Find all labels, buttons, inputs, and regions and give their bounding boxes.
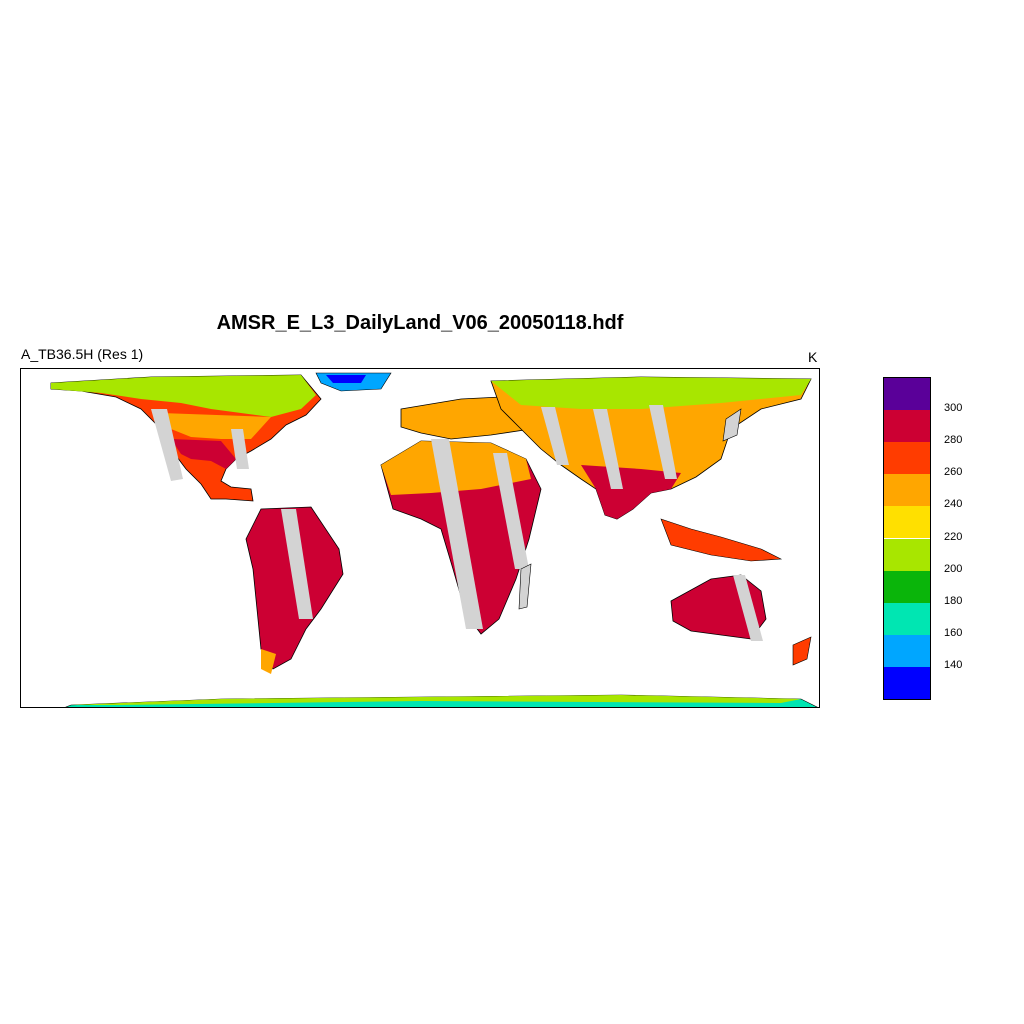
north-america — [50, 372, 392, 502]
world-map — [50, 372, 818, 707]
japan — [722, 408, 742, 442]
madagascar — [518, 563, 532, 610]
greenland-ice — [326, 375, 366, 383]
africa-gap-2 — [493, 453, 529, 569]
colorbar-tick-label: 160 — [944, 626, 963, 639]
colorbar-box — [884, 570, 930, 603]
asia-gap-3 — [649, 405, 677, 479]
colorbar-tick-label: 260 — [944, 466, 963, 479]
colorbar-tick-label: 140 — [944, 658, 963, 671]
colorbar — [883, 377, 931, 700]
north-america-north — [51, 375, 316, 417]
colorbar-box — [884, 634, 930, 667]
colorbar-tick-label: 240 — [944, 498, 963, 511]
south-america-gap — [281, 509, 313, 619]
asia-gap-2 — [593, 409, 623, 489]
australia — [670, 574, 812, 666]
asia-gap — [541, 407, 569, 465]
colorbar-box — [884, 666, 930, 699]
south-america — [245, 506, 344, 674]
map-panel — [20, 368, 820, 708]
southeast-asia — [660, 518, 783, 562]
colorbar-box — [884, 538, 930, 571]
asia-north — [491, 377, 811, 409]
colorbar-tick-label: 200 — [944, 562, 963, 575]
north-america-gap — [151, 409, 183, 481]
colorbar-box — [884, 442, 930, 475]
colorbar-tick-label: 220 — [944, 530, 963, 543]
australia-gap — [733, 575, 763, 641]
africa-gap — [431, 439, 483, 629]
colorbar-tick-label: 180 — [944, 594, 963, 607]
asia-south — [581, 465, 681, 519]
antarctica — [65, 694, 818, 707]
colorbar-box — [884, 378, 930, 411]
variable-label: A_TB36.5H (Res 1) — [21, 346, 144, 362]
colorbar-tick-label: 300 — [944, 402, 963, 415]
colorbar-tick-label: 280 — [944, 434, 963, 447]
units-label: K — [808, 349, 818, 365]
colorbar-box — [884, 506, 930, 539]
south-america-tip — [261, 649, 276, 674]
map-title: AMSR_E_L3_DailyLand_V06_20050118.hdf — [216, 312, 624, 334]
colorbar-box — [884, 602, 930, 635]
north-america-gap-2 — [231, 429, 249, 469]
north-america-south — [171, 439, 236, 469]
asia — [490, 376, 812, 562]
colorbar-box — [884, 410, 930, 443]
africa-europe — [380, 396, 542, 635]
new-zealand — [792, 636, 812, 666]
antarctica-edge — [71, 695, 801, 705]
colorbar-box — [884, 474, 930, 507]
